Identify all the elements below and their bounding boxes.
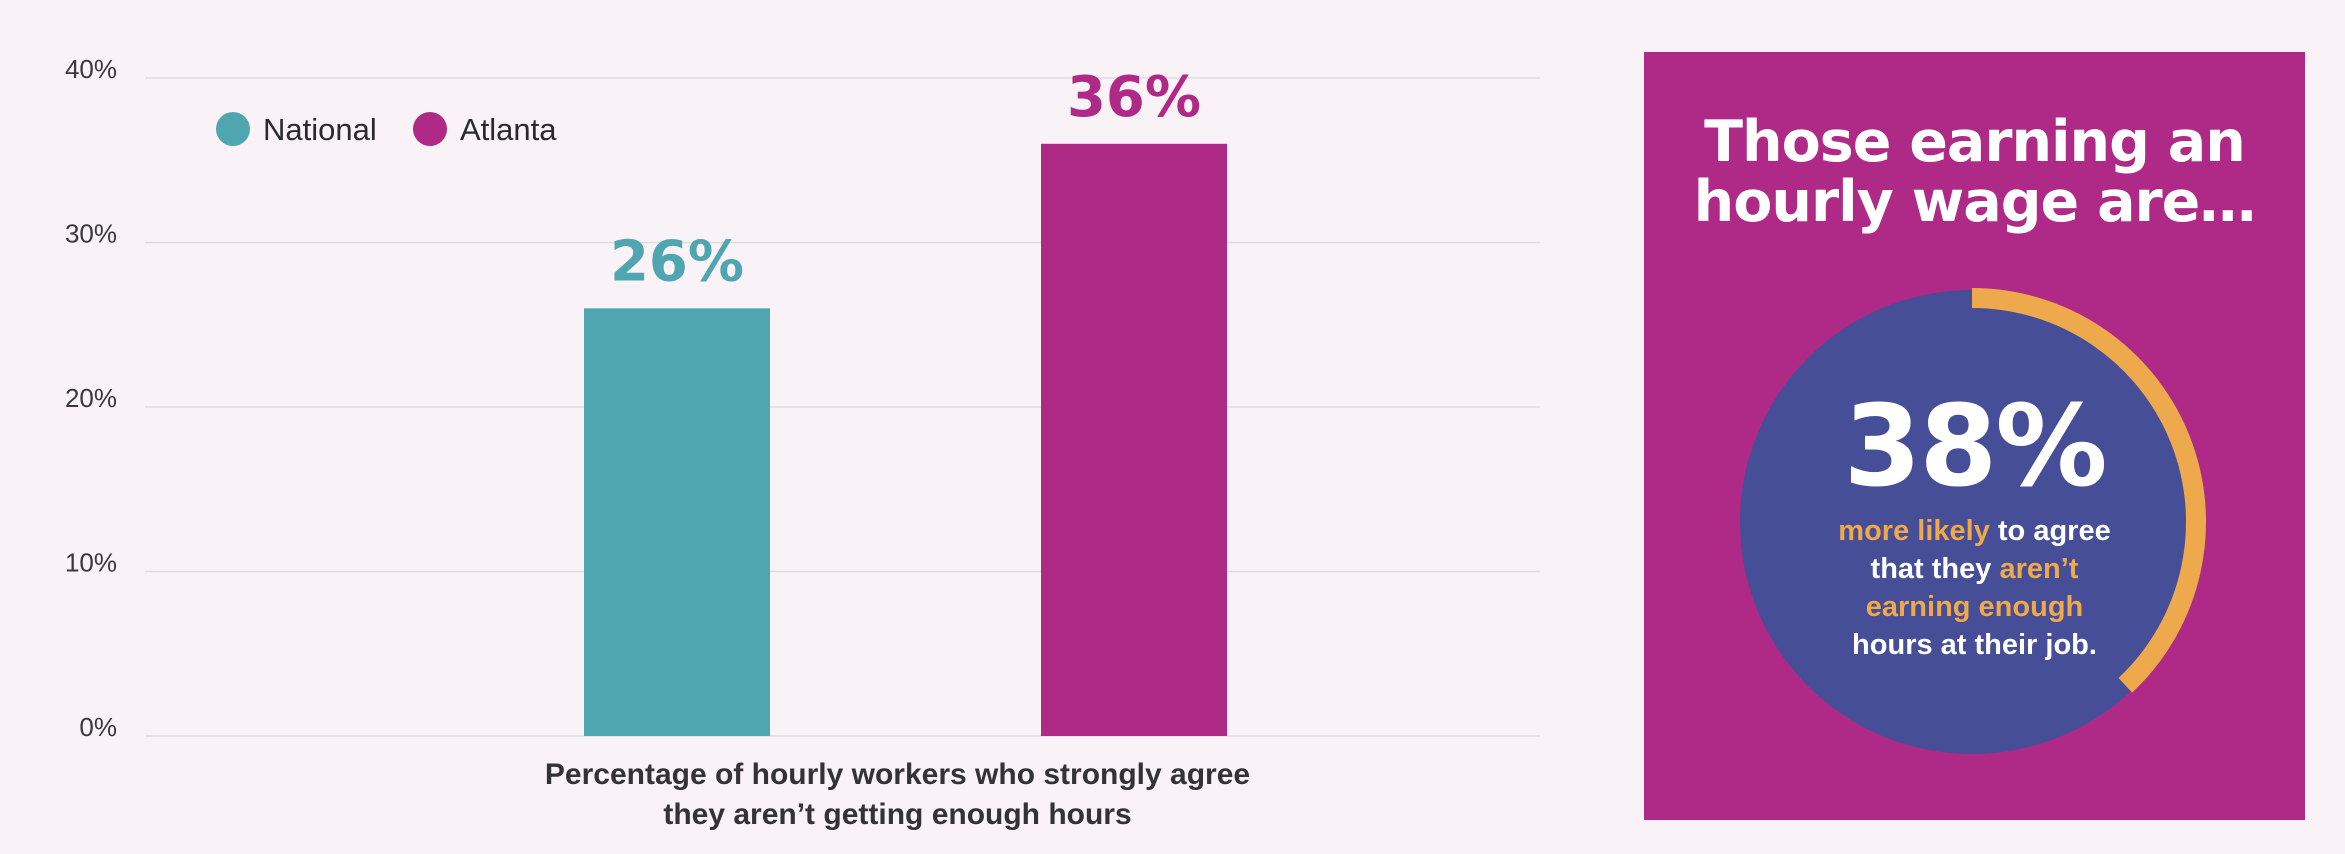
stat-progress-arc <box>1971 288 2206 693</box>
legend-label-national: National <box>263 112 377 147</box>
y-tick-label-20: 20% <box>65 383 117 413</box>
legend-marker-national <box>216 112 250 146</box>
bar-atlanta <box>1041 143 1227 737</box>
legend-marker-atlanta <box>413 112 447 146</box>
y-tick-label-40: 40% <box>65 54 117 84</box>
stat-circle <box>1740 290 2204 754</box>
bar-national <box>584 308 770 736</box>
legend-label-atlanta: Atlanta <box>460 112 557 147</box>
x-axis-label: Percentage of hourly workers who strongl… <box>450 755 1345 835</box>
caption-text-to-agree: to agree <box>1989 515 2111 547</box>
y-tick-label-30: 30% <box>65 219 117 249</box>
caption-line-1: more likely to agree <box>1644 512 2305 550</box>
caption-line-4: hours at their job. <box>1852 629 2097 661</box>
caption-line-2: that they aren’t <box>1644 550 2305 588</box>
y-tick-label-10: 10% <box>65 548 117 578</box>
chart-canvas: 0% 10% 20% 30% 40% 26% 36% National Atlanta <box>65 54 1540 742</box>
panel-title: Those earning an hourly wage are… <box>1644 112 2305 232</box>
caption-text-that-they: that they <box>1870 553 2000 585</box>
caption-line-3: earning enough <box>1644 588 2305 626</box>
caption-highlight-more-likely: more likely <box>1838 515 1990 547</box>
y-tick-label-0: 0% <box>79 712 117 742</box>
panel-title-line-2: hourly wage are… <box>1693 169 2257 235</box>
caption-highlight-arent: aren’t <box>1999 553 2079 585</box>
x-axis-label-line-1: Percentage of hourly workers who strongl… <box>544 758 1251 791</box>
panel-title-line-1: Those earning an <box>1704 109 2246 175</box>
stat-value: 38% <box>1843 382 2107 512</box>
data-label-national: 26% <box>610 229 744 294</box>
stat-ring <box>1740 288 2206 754</box>
bar-chart: 0% 10% 20% 30% 40% 26% 36% National Atlanta Perc… <box>65 54 1540 835</box>
data-label-atlanta: 36% <box>1067 65 1201 130</box>
x-axis-label-line-2: they aren’t getting enough hours <box>663 798 1132 831</box>
stat-panel: Those earning an hourly wage are… 38% mo… <box>1644 52 2305 820</box>
caption-highlight-earning-enough: earning enough <box>1865 591 2084 623</box>
stat-caption: more likely to agree that they aren’t ea… <box>1644 512 2305 664</box>
